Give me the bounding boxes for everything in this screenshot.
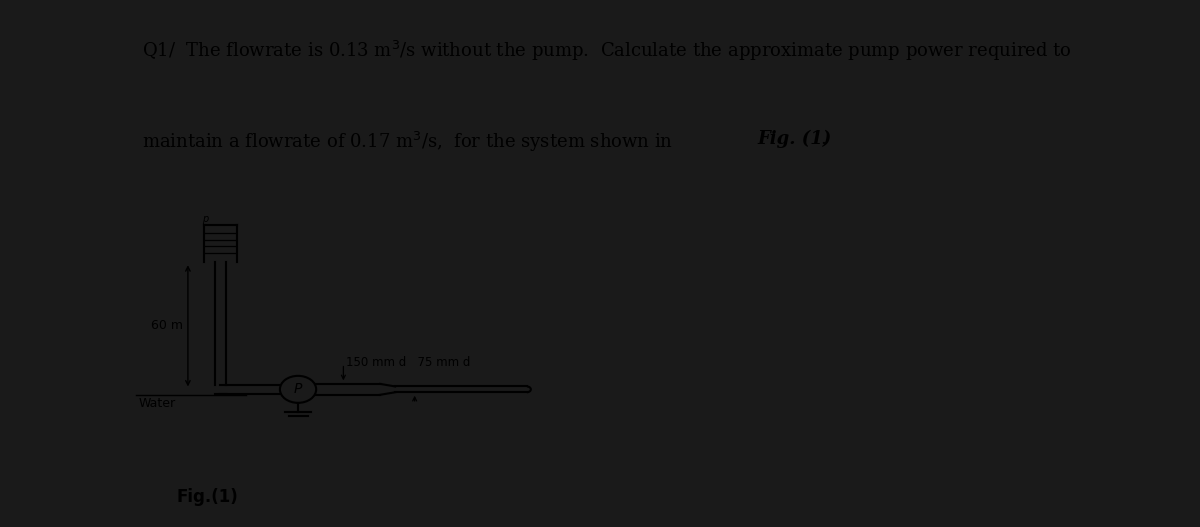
Text: p: p (202, 213, 208, 223)
Text: 150 mm d   75 mm d: 150 mm d 75 mm d (346, 356, 470, 368)
Text: Q1/  The flowrate is 0.13 m$^3$/s without the pump.  Calculate the approximate p: Q1/ The flowrate is 0.13 m$^3$/s without… (142, 38, 1072, 63)
Text: Fig. (1): Fig. (1) (757, 130, 832, 148)
Text: 60 m: 60 m (151, 319, 182, 333)
Text: Water: Water (138, 397, 175, 409)
Text: maintain a flowrate of 0.17 m$^3$/s,  for the system shown in: maintain a flowrate of 0.17 m$^3$/s, for… (142, 130, 673, 154)
Text: Fig.(1): Fig.(1) (176, 488, 239, 506)
Text: P: P (294, 383, 302, 396)
Text: .: . (821, 130, 827, 148)
